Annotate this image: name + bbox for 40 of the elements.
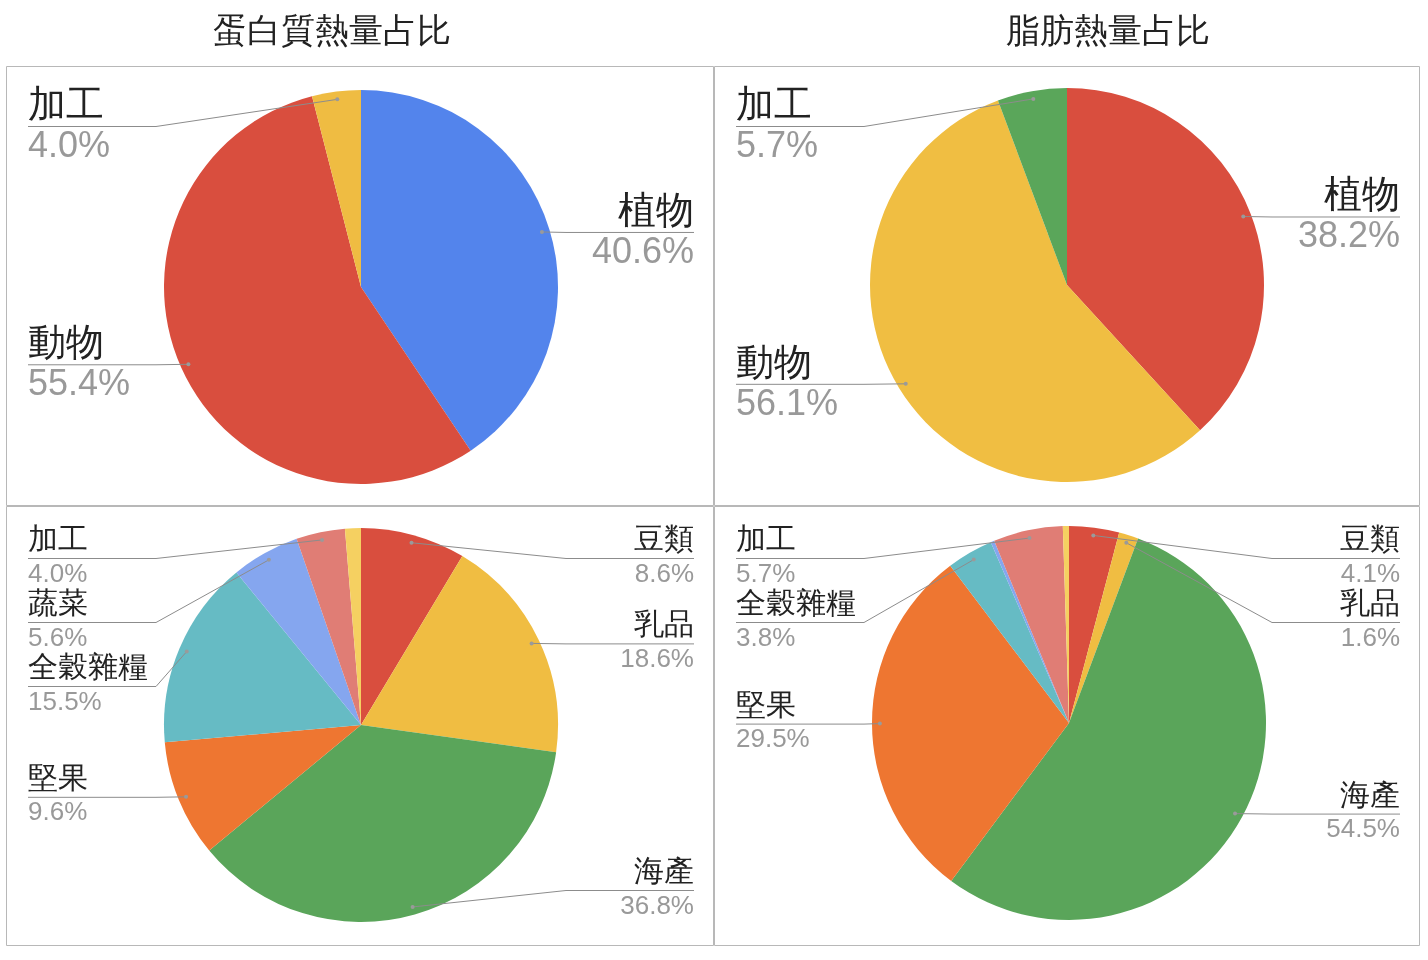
data-label: 56.1% xyxy=(736,381,839,423)
slice-label: 加工 xyxy=(736,522,796,555)
slice-label: 全穀雜糧 xyxy=(736,586,856,619)
slice-label: 動物 xyxy=(736,340,812,383)
chart-title: 脂肪熱量占比 xyxy=(1005,11,1210,50)
slice-label: 堅果 xyxy=(28,760,88,794)
data-label: 18.6% xyxy=(620,643,694,674)
slice-label: 加工 xyxy=(736,83,812,125)
data-label: 3.8% xyxy=(736,621,796,652)
data-label: 29.5% xyxy=(736,723,810,754)
slice-label: 乳品 xyxy=(634,607,694,641)
data-label: 4.1% xyxy=(1340,557,1400,588)
slice-label: 全穀雜糧 xyxy=(28,650,148,683)
slice-label: 植物 xyxy=(1324,173,1400,216)
slice-label: 植物 xyxy=(618,188,694,231)
slice-label: 加工 xyxy=(28,83,104,125)
chart-title: 蛋白質熱量占比 xyxy=(212,11,451,50)
data-label: 40.6% xyxy=(591,229,694,271)
data-label: 5.7% xyxy=(736,123,819,165)
data-label: 1.6% xyxy=(1340,621,1400,652)
slice-label: 加工 xyxy=(28,522,88,555)
slice-label: 豆類 xyxy=(634,522,694,555)
slice-label: 堅果 xyxy=(736,687,796,721)
slice-label: 海產 xyxy=(1340,777,1400,811)
slice-label: 蔬菜 xyxy=(28,586,88,619)
data-label: 5.6% xyxy=(28,621,88,652)
data-label: 15.5% xyxy=(28,685,102,716)
slice-label: 乳品 xyxy=(1340,586,1400,619)
data-label: 4.0% xyxy=(28,123,111,165)
data-label: 55.4% xyxy=(28,362,131,404)
data-label: 4.0% xyxy=(28,557,88,588)
data-label: 54.5% xyxy=(1326,813,1400,844)
slice-label: 海產 xyxy=(634,854,694,887)
slice-label: 動物 xyxy=(28,321,104,364)
data-label: 8.6% xyxy=(634,557,694,588)
data-label: 38.2% xyxy=(1297,214,1400,256)
data-label: 5.7% xyxy=(736,557,796,588)
slice-label: 豆類 xyxy=(1340,522,1400,555)
data-label: 9.6% xyxy=(28,796,88,827)
data-label: 36.8% xyxy=(620,889,694,920)
